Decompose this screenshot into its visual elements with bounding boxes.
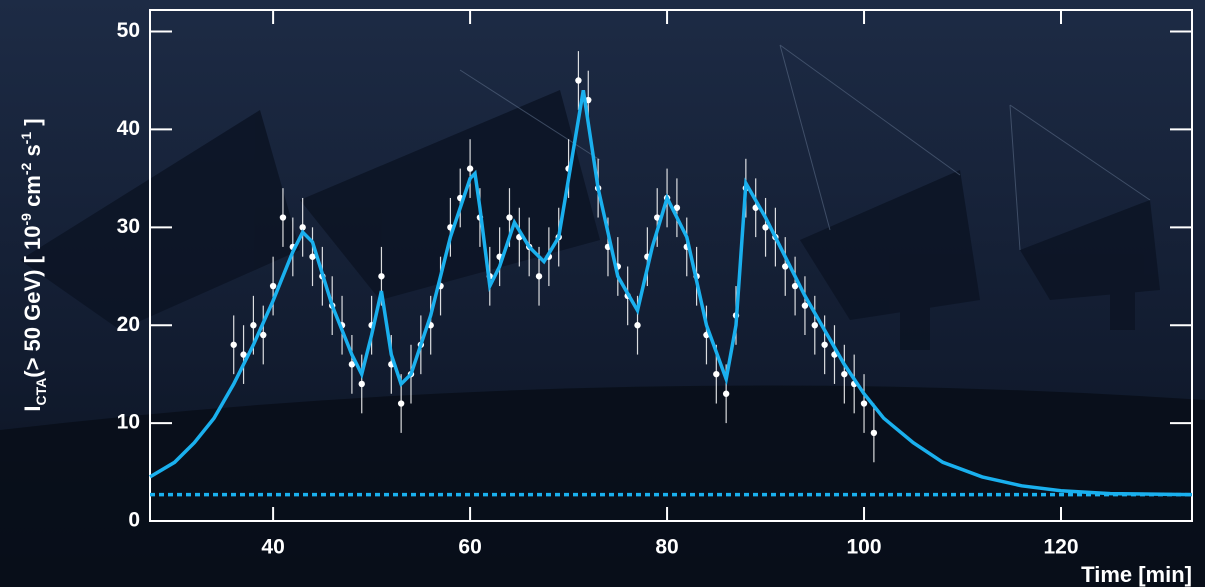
x-tick-label: 120 xyxy=(1043,536,1078,559)
data-point xyxy=(575,77,581,83)
data-point xyxy=(398,400,404,406)
data-point xyxy=(280,214,286,220)
y-label-part: -1 xyxy=(18,132,34,145)
data-point xyxy=(821,342,827,348)
data-point xyxy=(841,371,847,377)
y-axis-label: ICTA(> 50 GeV) [ 10-9 cm-2 s-1 ] xyxy=(18,118,49,411)
data-point xyxy=(871,430,877,436)
data-point xyxy=(723,391,729,397)
data-point xyxy=(506,214,512,220)
y-tick-label: 50 xyxy=(117,19,140,42)
y-tick-label: 10 xyxy=(117,411,140,434)
data-point xyxy=(467,165,473,171)
y-label-part: cm xyxy=(20,175,45,213)
x-tick-label: 40 xyxy=(261,536,284,559)
data-point xyxy=(250,322,256,328)
y-label-part: -2 xyxy=(18,162,34,175)
x-tick-label: 80 xyxy=(655,536,678,559)
y-tick-label: 40 xyxy=(117,117,140,140)
data-point xyxy=(359,381,365,387)
y-label-part: -9 xyxy=(18,213,34,226)
x-axis-label: Time [min] xyxy=(1081,562,1192,587)
data-point xyxy=(536,273,542,279)
y-tick-label: 20 xyxy=(117,313,140,336)
data-point xyxy=(231,342,237,348)
data-point xyxy=(713,371,719,377)
data-point xyxy=(260,332,266,338)
data-point xyxy=(802,302,808,308)
y-label-part: (> 50 GeV) [ 10 xyxy=(20,225,45,377)
chart: 40 60 80 100 120 0 10 20 30 40 50 Time [min] ICTA(… xyxy=(0,0,1205,587)
y-label-part: ] xyxy=(20,118,45,131)
data-point xyxy=(378,273,384,279)
y-label-part: s xyxy=(20,144,45,162)
data-point xyxy=(812,322,818,328)
data-point xyxy=(634,322,640,328)
x-tick-label: 100 xyxy=(847,536,882,559)
y-label-part: CTA xyxy=(33,378,49,406)
data-point xyxy=(299,224,305,230)
y-tick-label: 0 xyxy=(128,509,140,532)
data-point xyxy=(270,283,276,289)
y-tick-label: 30 xyxy=(117,215,140,238)
x-tick-label: 60 xyxy=(458,536,481,559)
data-point xyxy=(861,400,867,406)
